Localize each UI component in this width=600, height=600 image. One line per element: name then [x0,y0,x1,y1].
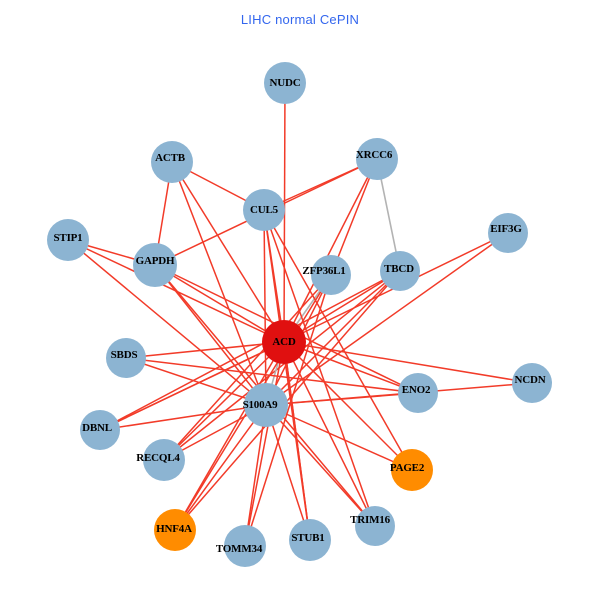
graph-edge [99,270,401,431]
graph-node-xrcc6[interactable] [356,138,398,180]
graph-node-stip1[interactable] [47,219,89,261]
graph-edge [174,404,267,531]
graph-edge [163,270,401,461]
graph-edge [265,404,413,471]
graph-node-hnf4a[interactable] [154,509,196,551]
graph-node-gapdh[interactable] [133,243,177,287]
graph-node-stub1[interactable] [289,519,331,561]
graph-edge [244,404,267,547]
graph-edge [265,404,311,541]
graph-edge [174,341,285,531]
graph-edge [67,239,267,406]
graph-edge [244,274,332,547]
graph-node-s100a9[interactable] [244,383,288,427]
graph-edge [283,341,413,471]
graph-node-eif3g[interactable] [488,213,528,253]
graph-edge [265,232,509,406]
graph-edge [265,404,376,527]
graph-node-tomm34[interactable] [224,525,266,567]
graph-edge [283,341,533,384]
graph-edge [154,264,267,406]
graph-node-dbnl[interactable] [80,410,120,450]
graph-edge [154,264,285,343]
graph-node-cul5[interactable] [243,189,285,231]
graph-node-recql4[interactable] [143,439,185,481]
graph-edge [163,274,332,461]
graph-node-eno2[interactable] [398,373,438,413]
graph-edge [263,209,311,541]
graph-edge [125,357,419,394]
graph-node-page2[interactable] [391,449,433,491]
graph-node-ncdn[interactable] [512,363,552,403]
graph-node-tbcd[interactable] [380,251,420,291]
graph-edge [163,341,285,461]
graph-node-trim16[interactable] [355,506,395,546]
graph-node-actb[interactable] [151,141,193,183]
graph-edge [125,341,285,359]
graph-edge [263,209,413,471]
graph-edge [125,357,267,406]
graph-edge [99,404,267,431]
graph-node-acd[interactable] [262,320,306,364]
graph-node-sbds[interactable] [106,338,146,378]
graph-node-zfp36l1[interactable] [311,255,351,295]
graph-edge [263,209,376,527]
page-title: LIHC normal CePIN [240,12,360,27]
graph-edge [99,341,285,431]
graph-edge [283,270,401,343]
graph-edge [283,341,419,394]
graph-node-nudc[interactable] [264,62,306,104]
